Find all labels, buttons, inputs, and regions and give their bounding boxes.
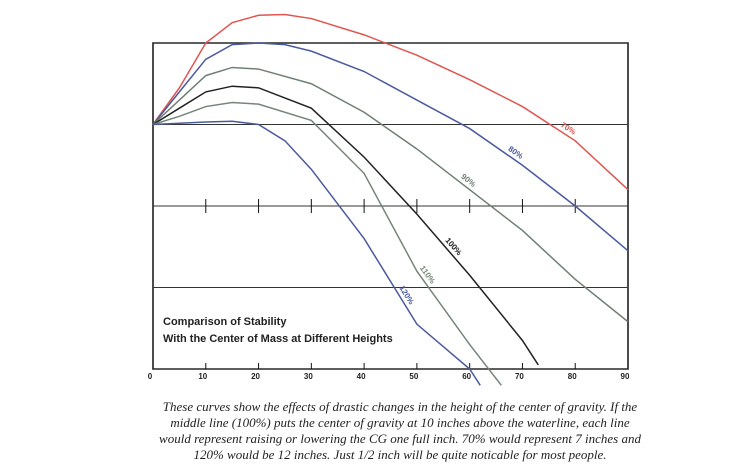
data-line [152,85,539,366]
caption-line: These curves show the effects of drastic… [163,399,638,414]
caption-line: middle line (100%) puts the center of gr… [170,415,629,430]
data-line [152,13,629,191]
x-tick-label: 30 [304,372,313,381]
x-tick-label: 40 [357,372,366,381]
chart-subtitle: With the Center of Mass at Different Hei… [163,333,393,345]
x-tick-label: 70 [515,372,524,381]
caption-line: would represent raising or lowering the … [159,431,641,446]
series-label: 80% [506,144,524,161]
series-label: 100% [443,236,463,257]
x-tick-label: 20 [251,372,260,381]
series-label: 70% [559,120,577,136]
x-tick-label: 10 [198,372,207,381]
x-tick-label: 80 [568,372,577,381]
series-label: 110% [418,264,437,286]
series-label: 90% [459,172,477,189]
x-tick-label: 60 [462,372,471,381]
x-tick-label: 0 [148,372,153,381]
data-line [152,66,629,323]
caption-line: 120% would be 12 inches. Just 1/2 inch w… [193,447,606,462]
data-line [152,42,629,252]
data-line [152,120,481,386]
data-line [152,101,502,386]
x-tick-label: 50 [409,372,418,381]
x-tick-label: 90 [621,372,630,381]
chart-title: Comparison of Stability [163,316,287,328]
